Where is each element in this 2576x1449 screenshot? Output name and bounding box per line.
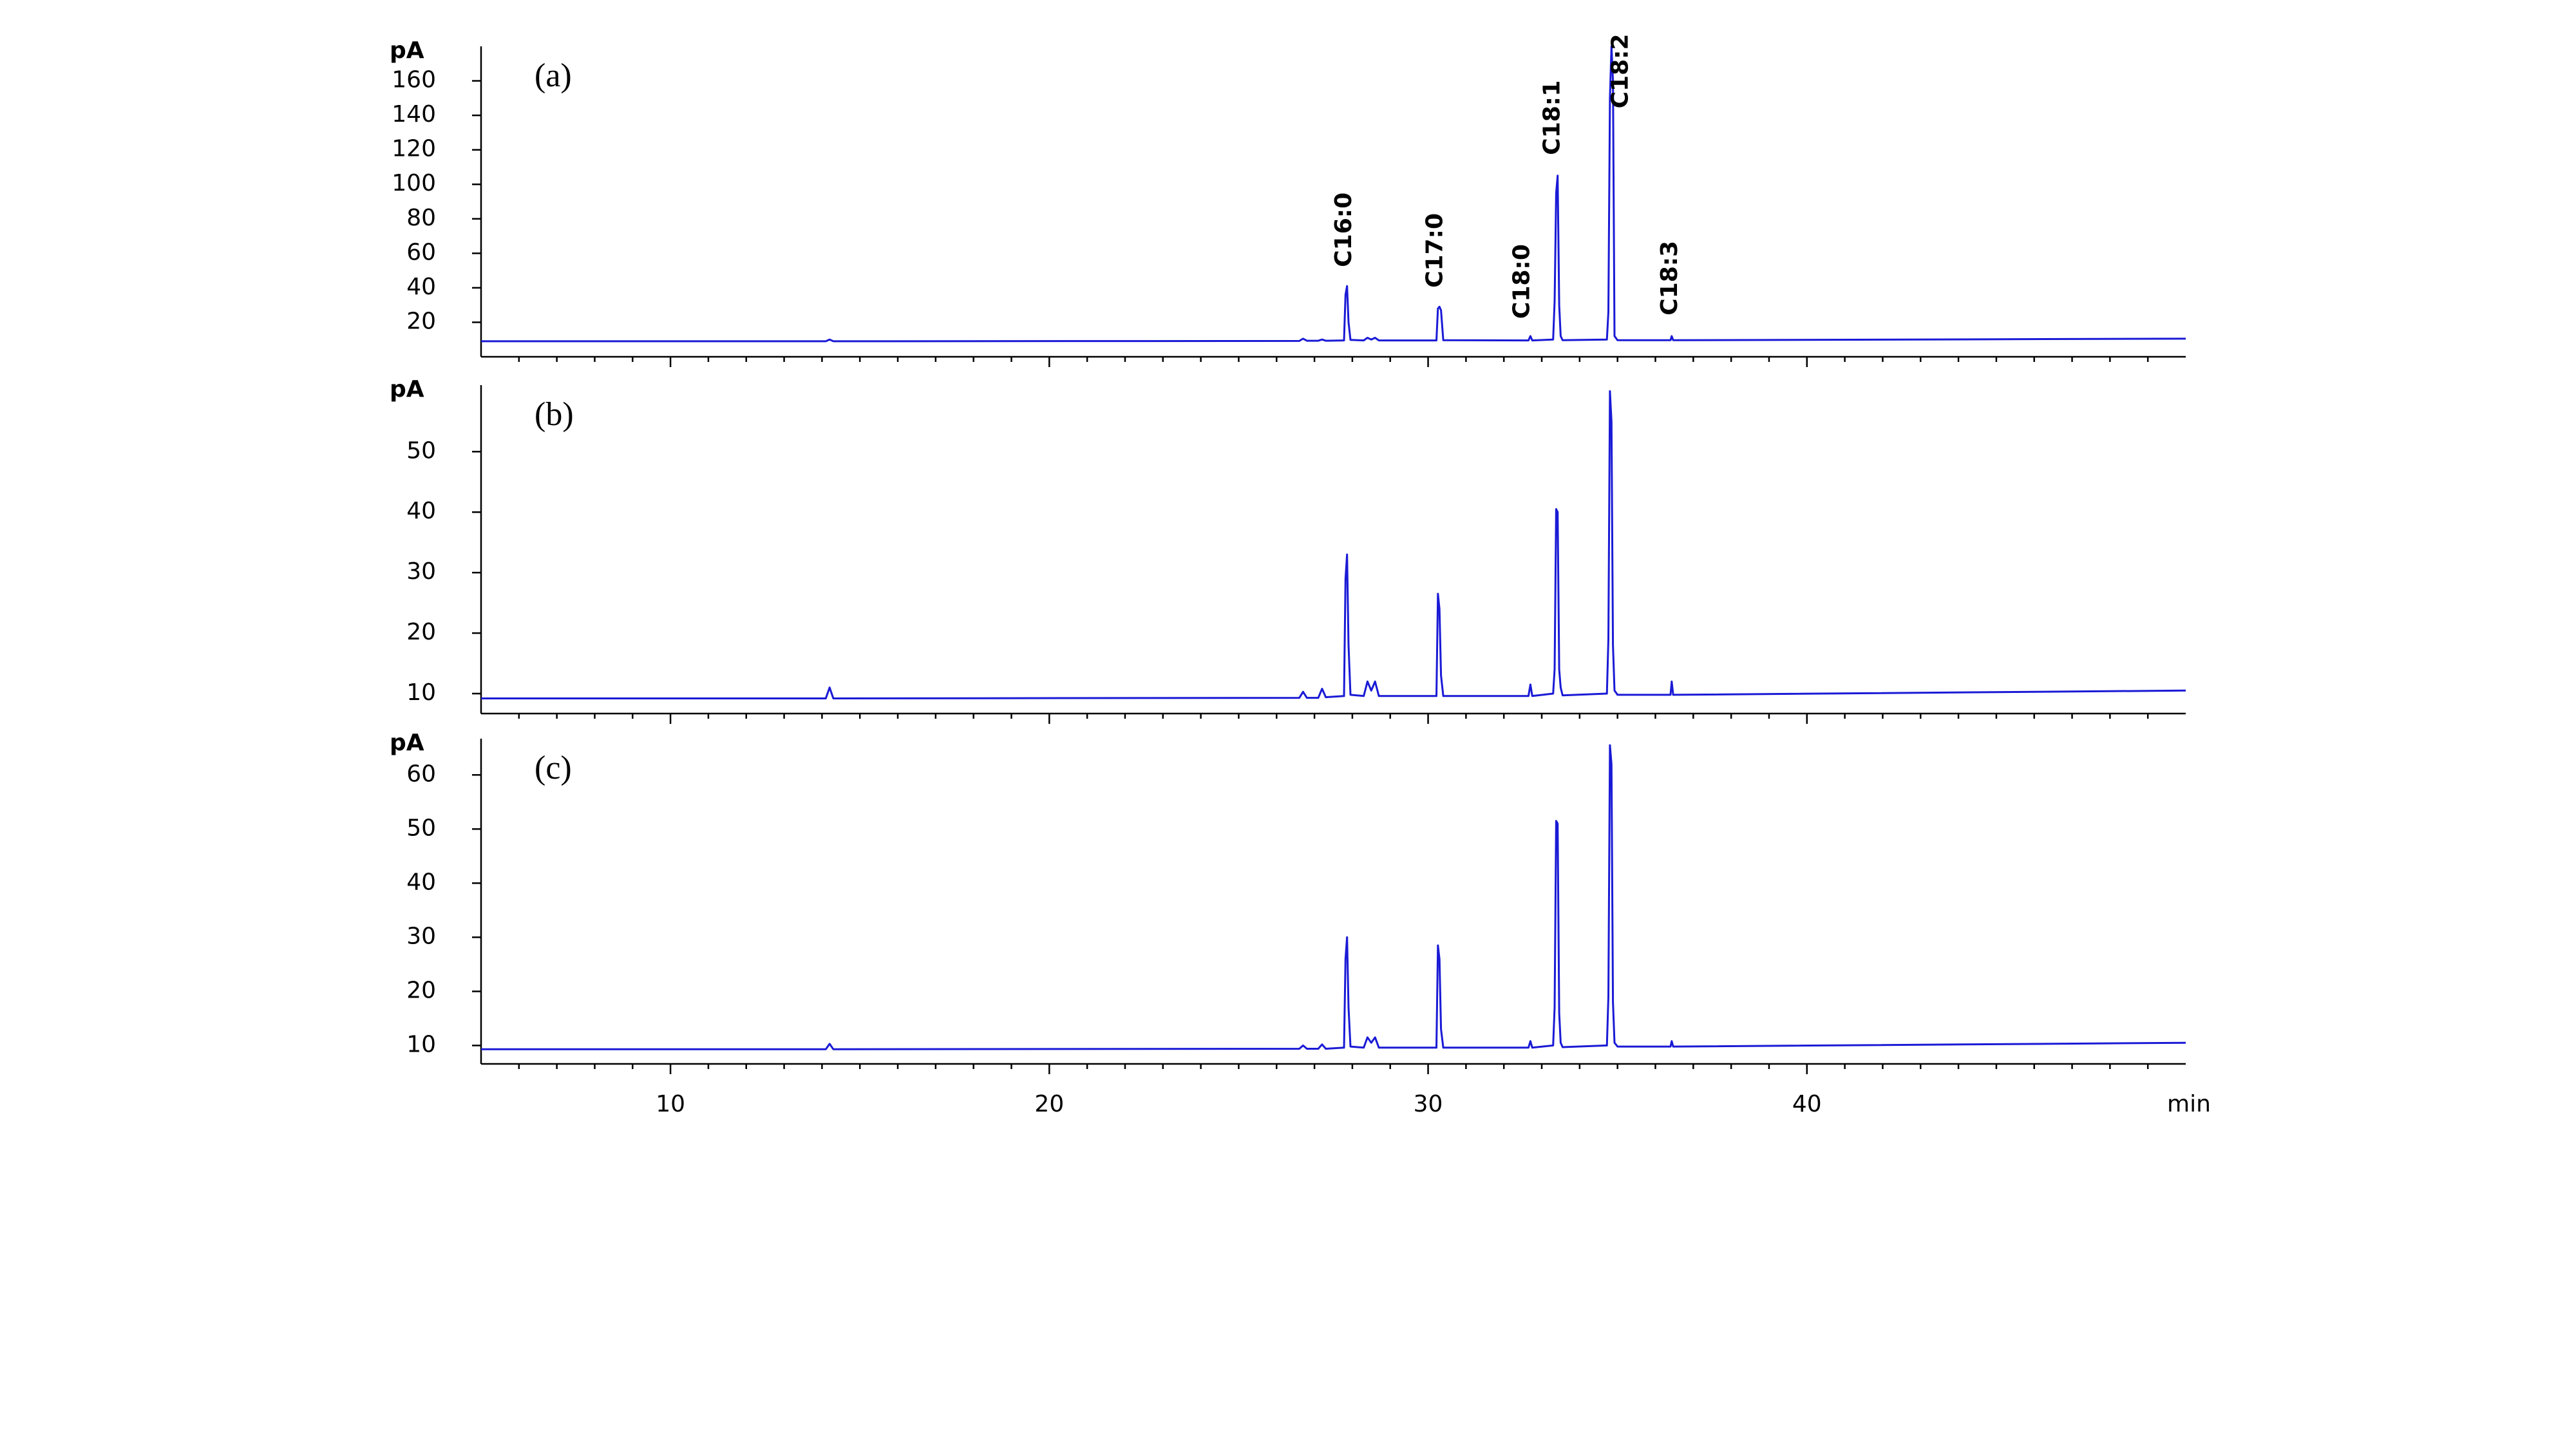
- y-tick-label: 20: [406, 308, 436, 334]
- panel-label: (a): [535, 57, 572, 94]
- y-tick-label: 10: [406, 1031, 436, 1057]
- y-tick-label: 30: [406, 923, 436, 949]
- x-tick-label: 10: [656, 1091, 685, 1117]
- y-axis-label: pA: [390, 730, 424, 756]
- trace: [481, 744, 2186, 1050]
- x-tick-label: 40: [1792, 1091, 1822, 1117]
- y-tick-label: 80: [406, 205, 436, 231]
- peak-label: C18:3: [1656, 241, 1683, 316]
- y-tick-label: 40: [406, 498, 436, 524]
- y-axis-label: pA: [390, 376, 424, 402]
- y-tick-label: 30: [406, 558, 436, 585]
- y-tick-label: 60: [406, 761, 436, 787]
- peak-label: C16:0: [1331, 193, 1357, 267]
- y-tick-label: 40: [406, 869, 436, 895]
- y-tick-label: 50: [406, 815, 436, 841]
- y-tick-label: 140: [392, 101, 436, 128]
- y-tick-label: 10: [406, 679, 436, 706]
- peak-label: C18:0: [1509, 244, 1535, 319]
- y-tick-label: 60: [406, 239, 436, 265]
- y-tick-label: 50: [406, 437, 436, 464]
- y-tick-label: 40: [406, 274, 436, 300]
- peak-label: C18:1: [1539, 80, 1566, 155]
- peak-label: C17:0: [1421, 213, 1448, 288]
- x-tick-label: 20: [1034, 1091, 1064, 1117]
- peak-label: C18:2: [1607, 33, 1634, 108]
- trace: [481, 390, 2186, 699]
- x-axis-label: min: [2167, 1091, 2211, 1117]
- x-tick-label: 30: [1414, 1091, 1443, 1117]
- panel-label: (c): [535, 750, 572, 786]
- trace: [481, 45, 2186, 343]
- y-tick-label: 20: [406, 619, 436, 645]
- y-tick-label: 100: [392, 170, 436, 196]
- y-tick-label: 20: [406, 977, 436, 1003]
- y-axis-label: pA: [390, 37, 424, 64]
- panel-label: (b): [535, 396, 574, 433]
- y-tick-label: 160: [392, 67, 436, 93]
- y-tick-label: 120: [392, 136, 436, 162]
